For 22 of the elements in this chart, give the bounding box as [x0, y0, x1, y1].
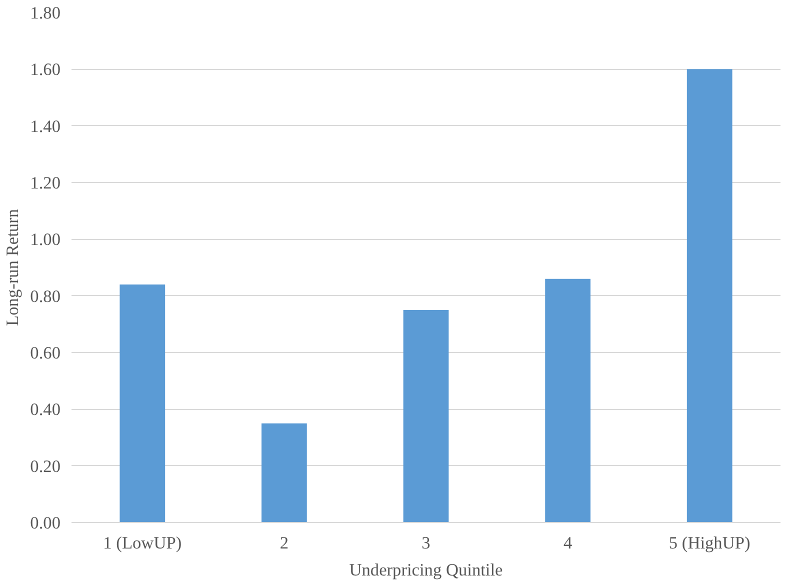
- y-tick-label: 1.20: [30, 174, 61, 192]
- y-tick-label: 0.60: [30, 344, 61, 362]
- x-tick-label: 5 (HighUP): [668, 534, 750, 552]
- bar: [545, 278, 590, 522]
- x-axis-title: Underpricing Quintile: [349, 560, 504, 580]
- y-tick-label: 0.20: [30, 456, 61, 476]
- x-tick-label: 1 (LowUP): [103, 534, 182, 552]
- bar: [120, 284, 166, 522]
- x-tick-label: 2: [280, 534, 289, 552]
- x-tick-label: 4: [563, 534, 572, 552]
- bar: [403, 310, 449, 522]
- x-tick-label: 3: [422, 534, 430, 552]
- y-tick-label: 1.00: [30, 230, 61, 250]
- y-axis-title: Long-run Return: [3, 208, 22, 326]
- y-tick-label: 1.60: [30, 60, 61, 80]
- y-tick-label: 1.40: [30, 116, 61, 136]
- bar: [262, 423, 307, 522]
- bar: [686, 69, 732, 522]
- y-tick-label: 0.80: [30, 286, 61, 306]
- y-tick-label: 0.40: [30, 400, 61, 420]
- y-tick-label: 1.80: [30, 4, 61, 22]
- y-tick-label: 0.00: [30, 514, 61, 532]
